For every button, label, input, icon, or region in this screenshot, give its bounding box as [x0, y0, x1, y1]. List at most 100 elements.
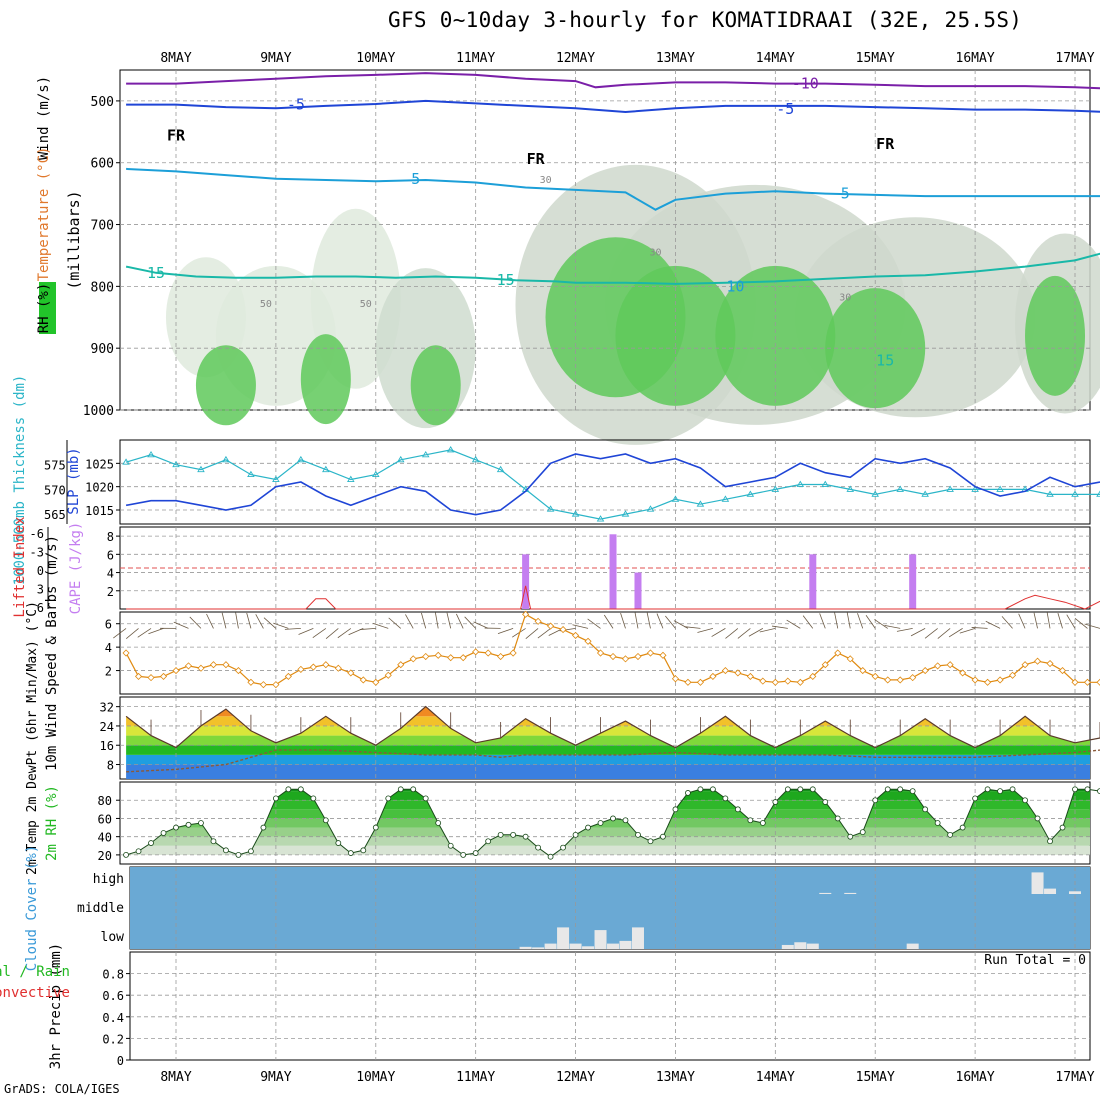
wind-speed-marker — [422, 652, 430, 661]
wind-speed-marker — [409, 655, 417, 663]
rh-tick-label: 40 — [98, 831, 112, 845]
wind-speed-marker — [696, 678, 704, 686]
contour-label: FR — [167, 127, 186, 145]
rh-marker — [485, 838, 492, 845]
wind-barb — [697, 628, 714, 633]
wind-barb — [924, 628, 938, 639]
thickness-marker — [996, 485, 1004, 492]
wind-barb — [446, 612, 452, 629]
thickness-marker — [496, 465, 505, 473]
contour-15 — [125, 252, 1100, 285]
wind-speed-marker — [684, 678, 692, 686]
wind-speed-marker — [497, 652, 505, 661]
temp-tick-label: 24 — [100, 720, 114, 734]
cloud-bar-low — [631, 927, 644, 949]
wind-barb — [221, 612, 227, 629]
rh-marker — [647, 838, 654, 845]
wind-speed-marker — [359, 676, 367, 684]
contour-label: 30 — [839, 293, 851, 304]
wind-barb — [464, 616, 476, 629]
wind-speed-marker — [646, 649, 655, 657]
wind-barb — [865, 615, 876, 629]
rh-marker — [897, 786, 904, 793]
thickness-marker — [971, 485, 979, 492]
cloud-bar-low — [594, 930, 607, 949]
wind-speed-marker — [621, 655, 630, 663]
wind-speed-marker — [447, 654, 455, 662]
cape-axis-label: CAPE (J/kg) — [68, 522, 84, 615]
wind-speed-marker — [771, 678, 779, 686]
rh-marker — [260, 824, 267, 831]
rh-marker — [685, 790, 691, 796]
thickness-marker — [646, 505, 655, 512]
rh-band — [126, 791, 1090, 801]
wind-tick-label: 4 — [105, 641, 112, 655]
rh-marker — [372, 824, 379, 831]
wind-speed-marker — [522, 610, 530, 618]
lifted-index-tick-label: 6 — [37, 601, 44, 615]
wind-speed-marker — [984, 678, 992, 686]
contour-label: -5 — [287, 96, 305, 114]
x-tick-label-bottom: 11MAY — [456, 1070, 495, 1085]
thickness-marker — [621, 510, 630, 517]
wind-speed-marker — [709, 672, 717, 680]
cloud-bar-low — [781, 944, 794, 949]
wind-speed-marker — [372, 678, 380, 686]
rh-marker — [223, 847, 229, 854]
wind-barb — [1033, 612, 1038, 629]
rh-marker — [1034, 815, 1041, 822]
wind-speed-marker — [1009, 671, 1017, 679]
contour-label: 5 — [411, 170, 420, 188]
wind-speed-marker — [584, 637, 592, 645]
cloud-category-label: middle — [77, 901, 124, 916]
wind-barb — [656, 613, 664, 629]
wind-speed-marker — [1071, 678, 1079, 686]
rh-area — [410, 345, 461, 426]
cloud-bar-low — [806, 943, 819, 949]
temp-bands — [126, 706, 1090, 779]
wind-speed-marker — [834, 649, 842, 657]
wind-barb — [634, 612, 639, 629]
thickness-marker — [821, 480, 830, 487]
contour-label: FR — [876, 135, 895, 153]
rh-marker — [772, 799, 779, 805]
thickness-marker — [272, 475, 280, 482]
temp-axis-label: 2m Temp 2m DewPt (6hr Min/Max) (°C) — [25, 601, 40, 875]
contour-5 — [126, 167, 1100, 211]
thickness-marker — [871, 490, 880, 497]
thickness-marker — [571, 510, 580, 517]
wind-speed-marker — [297, 665, 305, 673]
rh-marker — [1084, 786, 1091, 793]
rh-marker — [210, 838, 217, 845]
rh-marker — [385, 795, 392, 802]
temp-band — [126, 725, 1090, 736]
slp-line — [125, 453, 1100, 516]
wind-barb — [298, 628, 314, 635]
x-tick-label-top: 15MAY — [856, 51, 895, 66]
rh-marker — [560, 844, 566, 851]
wind-barb — [337, 628, 352, 639]
rh-marker — [909, 788, 916, 795]
wind-barb — [125, 628, 139, 639]
rh-marker — [997, 788, 1003, 795]
cape-tick-label: 8 — [107, 530, 114, 544]
x-tick-label-bottom: 13MAY — [656, 1070, 695, 1085]
precip-panel: 0 0.2 0.4 0.6 0.8 Run Total = 0 3hr Precip (mm… — [0, 943, 1091, 1069]
rh-marker — [959, 824, 966, 831]
contour-label: 50 — [360, 299, 372, 310]
contour-label: 30 — [649, 248, 661, 259]
thickness-marker — [546, 505, 555, 512]
wind-barb — [587, 618, 601, 629]
wind-barb — [985, 620, 1001, 629]
rh-band — [126, 800, 1090, 810]
temp-line — [125, 705, 1100, 749]
thickness-marker — [322, 465, 330, 473]
wind-barb — [846, 612, 851, 629]
contour-label: 15 — [497, 271, 515, 289]
y-axis-label: (millibars) — [65, 190, 83, 289]
wind-barb — [456, 613, 464, 629]
rh-marker — [872, 797, 879, 804]
rh-marker — [847, 833, 854, 840]
wind-barb — [325, 628, 339, 639]
